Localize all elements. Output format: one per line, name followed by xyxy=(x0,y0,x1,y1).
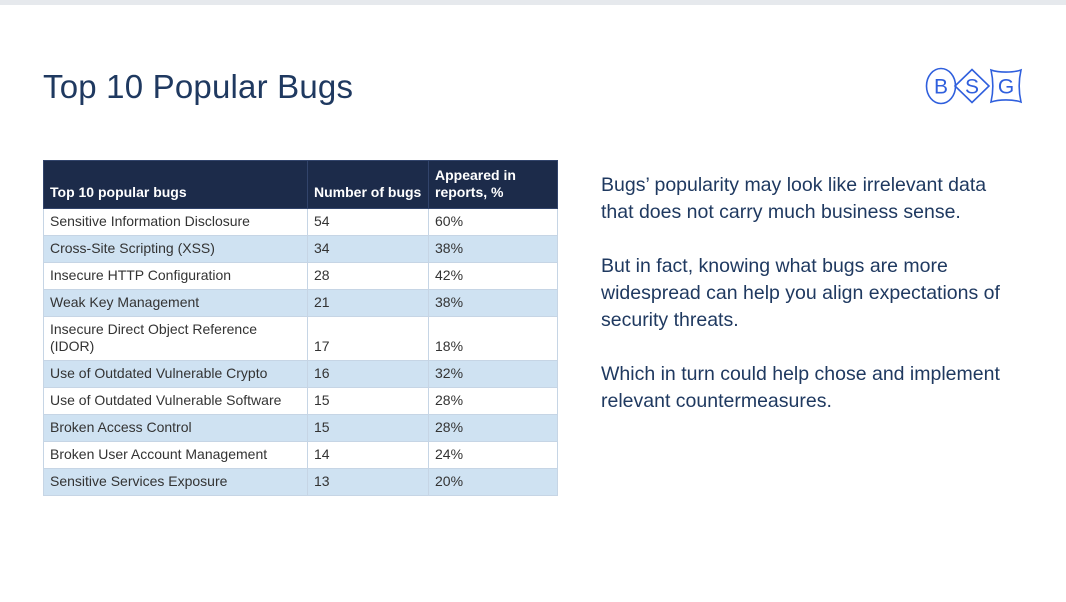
cell-bug-name: Sensitive Information Disclosure xyxy=(43,208,308,236)
cell-bug-count: 15 xyxy=(307,387,429,415)
cell-bug-name: Use of Outdated Vulnerable Crypto xyxy=(43,360,308,388)
bugs-table-header: Top 10 popular bugs Number of bugs Appea… xyxy=(43,160,558,209)
logo-letter-g: G xyxy=(998,76,1014,99)
bugs-table-body: Sensitive Information Disclosure 54 60% Cro… xyxy=(43,208,558,496)
top-strip xyxy=(0,0,1066,5)
logo-letter-s: S xyxy=(965,76,979,99)
cell-bug-percent: 32% xyxy=(428,360,558,388)
commentary-paragraph-3: Which in turn could help chose and imple… xyxy=(601,363,1000,412)
table-row: Weak Key Management 21 38% xyxy=(43,289,558,317)
cell-bug-percent: 20% xyxy=(428,468,558,496)
cell-bug-name: Weak Key Management xyxy=(43,289,308,317)
commentary-text-block: Bugs’ popularity may look like irrelevan… xyxy=(601,172,1013,442)
cell-bug-name: Sensitive Services Exposure xyxy=(43,468,308,496)
table-row: Broken Access Control 15 28% xyxy=(43,414,558,442)
table-row: Insecure Direct Object Reference (IDOR) 1… xyxy=(43,316,558,361)
cell-bug-percent: 28% xyxy=(428,414,558,442)
table-row: Cross-Site Scripting (XSS) 34 38% xyxy=(43,235,558,263)
cell-bug-name: Use of Outdated Vulnerable Software xyxy=(43,387,308,415)
cell-bug-count: 16 xyxy=(307,360,429,388)
commentary-paragraph-2: But in fact, knowing what bugs are more … xyxy=(601,255,1000,331)
col-header-bug-name: Top 10 popular bugs xyxy=(43,160,308,209)
table-row: Insecure HTTP Configuration 28 42% xyxy=(43,262,558,290)
cell-bug-percent: 38% xyxy=(428,289,558,317)
cell-bug-count: 15 xyxy=(307,414,429,442)
page-title: Top 10 Popular Bugs xyxy=(43,68,354,105)
cell-bug-name: Insecure HTTP Configuration xyxy=(43,262,308,290)
cell-bug-percent: 18% xyxy=(428,316,558,361)
cell-bug-percent: 28% xyxy=(428,387,558,415)
table-row: Sensitive Information Disclosure 54 60% xyxy=(43,208,558,236)
cell-bug-name: Cross-Site Scripting (XSS) xyxy=(43,235,308,263)
col-header-number-of-bugs: Number of bugs xyxy=(307,160,429,209)
cell-bug-name: Broken User Account Management xyxy=(43,441,308,469)
cell-bug-count: 21 xyxy=(307,289,429,317)
cell-bug-percent: 42% xyxy=(428,262,558,290)
cell-bug-count: 13 xyxy=(307,468,429,496)
col-header-appeared-in-reports: Appeared in reports, % xyxy=(428,160,558,209)
bugs-table: Top 10 popular bugs Number of bugs Appea… xyxy=(43,160,558,496)
table-row: Use of Outdated Vulnerable Crypto 16 32% xyxy=(43,360,558,388)
table-row: Broken User Account Management 14 24% xyxy=(43,441,558,469)
cell-bug-percent: 38% xyxy=(428,235,558,263)
logo-letter-b: B xyxy=(934,76,948,99)
cell-bug-name: Insecure Direct Object Reference (IDOR) xyxy=(43,316,308,361)
commentary-paragraph-1: Bugs’ popularity may look like irrelevan… xyxy=(601,174,987,223)
header-row: Top 10 popular bugs Number of bugs Appea… xyxy=(43,160,558,209)
cell-bug-count: 17 xyxy=(307,316,429,361)
table-row: Sensitive Services Exposure 13 20% xyxy=(43,468,558,496)
cell-bug-percent: 24% xyxy=(428,441,558,469)
cell-bug-count: 14 xyxy=(307,441,429,469)
cell-bug-percent: 60% xyxy=(428,208,558,236)
cell-bug-count: 34 xyxy=(307,235,429,263)
cell-bug-count: 54 xyxy=(307,208,429,236)
table-row: Use of Outdated Vulnerable Software 15 28% xyxy=(43,387,558,415)
logo-shape-diamond xyxy=(953,68,991,104)
cell-bug-name: Broken Access Control xyxy=(43,414,308,442)
logo-shape-pincushion xyxy=(989,68,1023,104)
cell-bug-count: 28 xyxy=(307,262,429,290)
bsg-logo: B S G xyxy=(925,67,1023,105)
